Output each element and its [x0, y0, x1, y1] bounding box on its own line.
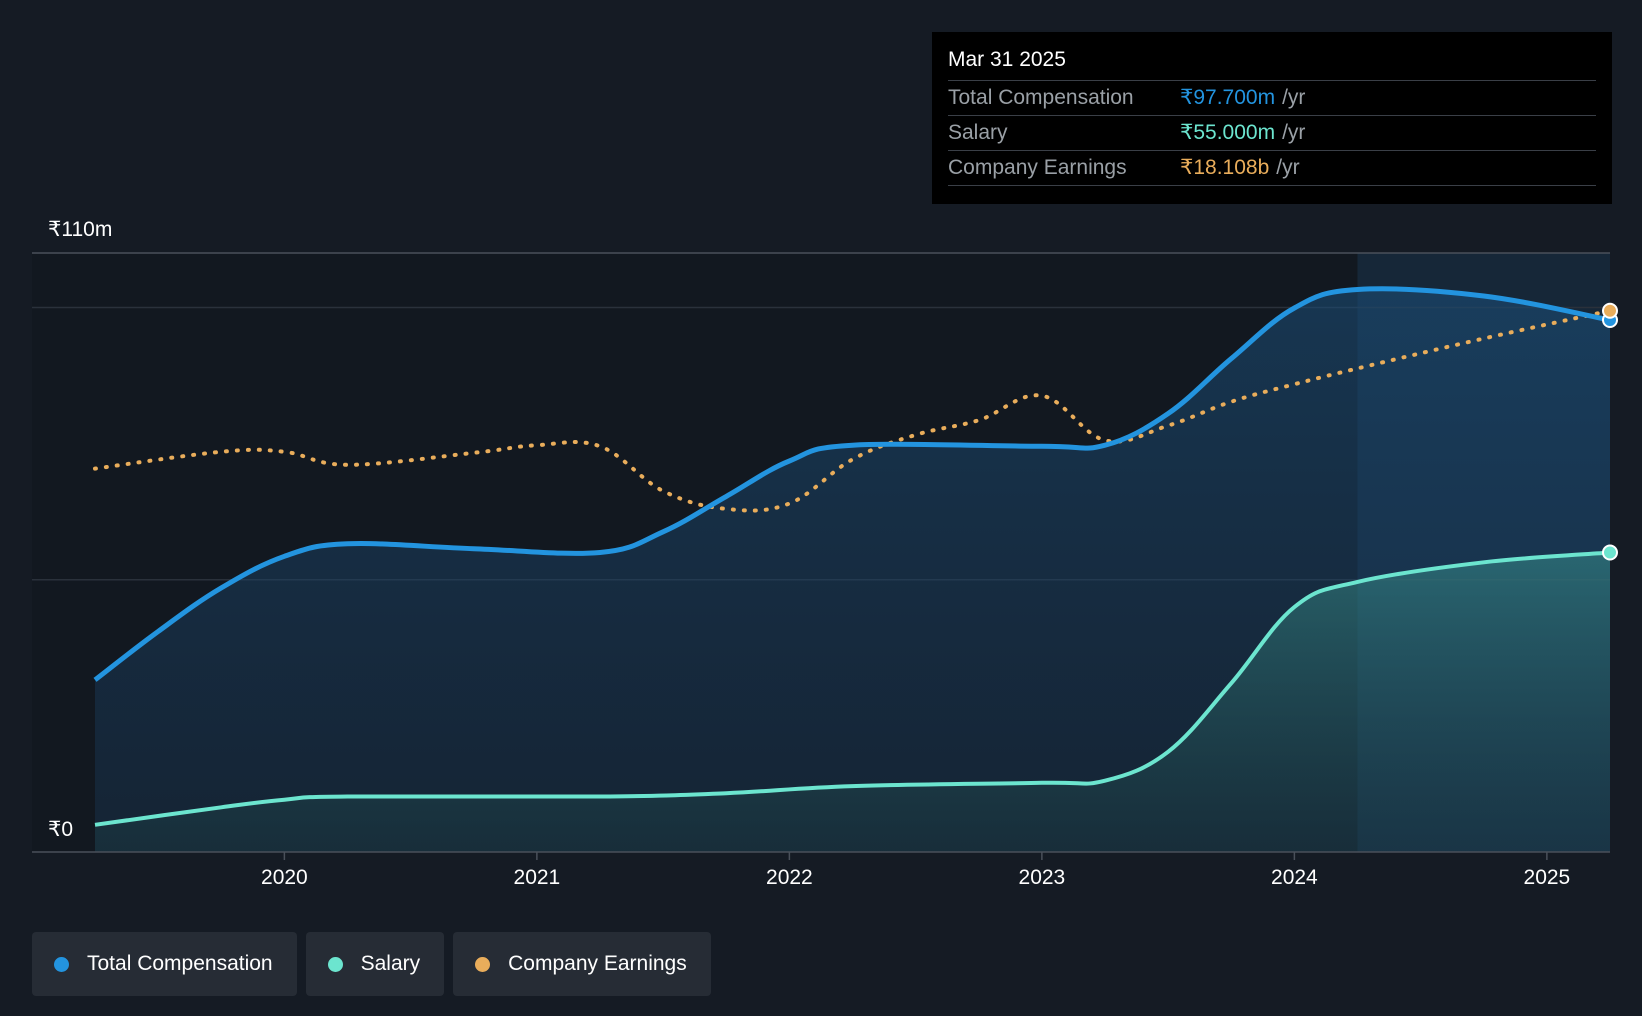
- tooltip-date: Mar 31 2025: [948, 46, 1596, 81]
- tooltip-value: ₹55.000m: [1180, 121, 1276, 144]
- tooltip-unit: /yr: [1276, 156, 1300, 179]
- tooltip-label: Company Earnings: [948, 156, 1127, 179]
- tooltip: Mar 31 2025 Total Compensation ₹97.700m …: [932, 32, 1612, 204]
- y-axis-bottom-label: ₹0: [48, 818, 73, 841]
- x-tick-label: 2020: [261, 866, 308, 889]
- tooltip-row-total-compensation: Total Compensation ₹97.700m /yr: [948, 81, 1596, 116]
- company-earnings-end-marker: [1602, 302, 1618, 319]
- legend-label: Company Earnings: [508, 952, 687, 975]
- total-compensation-line: [93, 286, 1611, 682]
- x-tick-label: 2021: [514, 866, 561, 889]
- legend-item-salary[interactable]: Salary: [305, 932, 445, 996]
- salary-area: [95, 552, 1610, 852]
- chart: 2020 2021 2022 2023 2024 2025 ₹110m ₹0: [32, 218, 1618, 889]
- legend-item-total-compensation[interactable]: Total Compensation: [32, 932, 297, 996]
- legend-label: Total Compensation: [87, 952, 273, 975]
- tooltip-label: Total Compensation: [948, 86, 1134, 109]
- legend: Total Compensation Salary Company Earnin…: [32, 932, 711, 996]
- legend-dot-icon: [54, 956, 69, 972]
- tooltip-value: ₹18.108b: [1180, 156, 1270, 179]
- legend-dot-icon: [475, 956, 491, 972]
- x-tick-label: 2022: [766, 866, 813, 889]
- legend-item-company-earnings[interactable]: Company Earnings: [453, 932, 711, 996]
- salary-line: [94, 550, 1611, 827]
- tooltip-unit: /yr: [1282, 86, 1306, 109]
- x-axis-ticks: 2020 2021 2022 2023 2024 2025: [261, 852, 1570, 889]
- y-axis-top-label: ₹110m: [48, 218, 112, 241]
- tooltip-label: Salary: [948, 121, 1008, 144]
- legend-dot-icon: [327, 956, 343, 972]
- tooltip-value: ₹97.700m: [1180, 86, 1276, 109]
- tooltip-row-company-earnings: Company Earnings ₹18.108b /yr: [948, 151, 1596, 186]
- end-markers: [1602, 302, 1618, 561]
- x-tick-label: 2025: [1524, 866, 1571, 889]
- tooltip-row-salary: Salary ₹55.000m /yr: [948, 116, 1596, 151]
- legend-label: Salary: [360, 952, 421, 975]
- x-tick-label: 2024: [1271, 866, 1318, 889]
- salary-end-marker: [1602, 544, 1618, 561]
- tooltip-unit: /yr: [1282, 121, 1306, 144]
- x-tick-label: 2023: [1019, 866, 1066, 889]
